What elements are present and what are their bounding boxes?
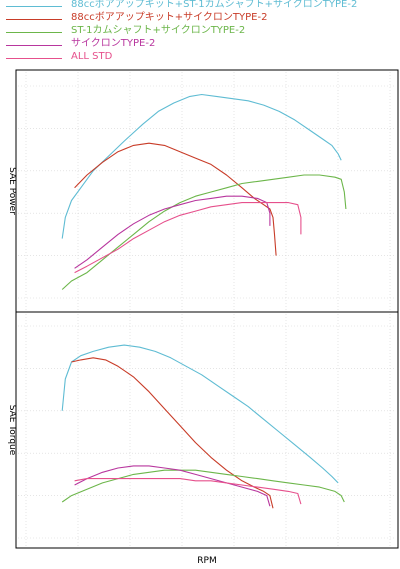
torque-series-line-4: [74, 465, 271, 507]
power-series-line-5: [74, 202, 302, 274]
torque-series-line-5: [74, 478, 302, 505]
power-series-line-2: [74, 142, 277, 256]
legend-swatch-1: [6, 6, 62, 7]
torque-series-line-2: [71, 357, 274, 509]
legend-swatch-3: [6, 32, 62, 33]
torque-series-group: [61, 344, 345, 509]
power-series-line-4: [74, 195, 271, 269]
legend-label-2: 88ccボアアップキット+サイクロンTYPE-2: [71, 12, 268, 23]
legend-item-5: ALL STD: [0, 51, 400, 64]
legend-swatch-2: [6, 19, 62, 20]
chart-legend: 88ccボアアップキット+ST-1カムシャフト+サイクロンTYPE-2 88cc…: [0, 0, 400, 68]
y-axis-label-power: SAE Power: [7, 167, 17, 215]
legend-label-1: 88ccボアアップキット+ST-1カムシャフト+サイクロンTYPE-2: [71, 0, 358, 10]
legend-item-2: 88ccボアアップキット+サイクロンTYPE-2: [0, 12, 400, 25]
plot-frame: [15, 69, 399, 549]
power-series-group: [61, 93, 347, 290]
legend-swatch-4: [6, 45, 62, 46]
torque-series-line-3: [61, 469, 345, 503]
legend-label-4: サイクロンTYPE-2: [71, 38, 156, 49]
legend-swatch-5: [6, 58, 62, 59]
grid-power: [18, 72, 396, 310]
legend-label-5: ALL STD: [71, 51, 113, 62]
legend-item-3: ST-1カムシャフト+サイクロンTYPE-2: [0, 25, 400, 38]
legend-item-4: サイクロンTYPE-2: [0, 38, 400, 51]
legend-item-1: 88ccボアアップキット+ST-1カムシャフト+サイクロンTYPE-2: [0, 0, 400, 12]
legend-label-3: ST-1カムシャフト+サイクロンTYPE-2: [71, 25, 246, 36]
torque-series-line-1: [61, 344, 339, 484]
y-axis-label-torque: SAE Torque: [7, 405, 17, 456]
x-axis-label: RPM: [197, 556, 216, 566]
power-series-line-1: [61, 93, 342, 239]
